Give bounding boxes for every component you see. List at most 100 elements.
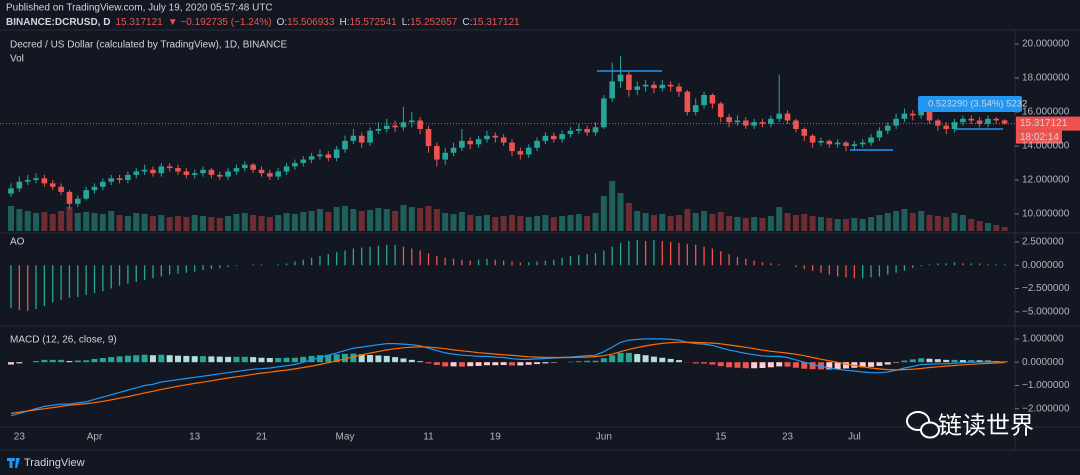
watermark: 链读世界	[906, 411, 1034, 439]
volume-bar	[208, 217, 215, 231]
x-tick-label: 11	[423, 432, 434, 443]
macd-histogram-bar	[676, 360, 682, 363]
candle-body	[333, 149, 340, 158]
candle-body	[175, 168, 181, 172]
macd-histogram-bar	[308, 355, 315, 363]
candle-body	[784, 113, 791, 121]
macd-histogram-bar	[542, 362, 549, 364]
candle-body	[834, 142, 841, 145]
volume-bar	[342, 206, 348, 231]
watermark-text: 链读世界	[938, 412, 1034, 439]
candle-body	[417, 120, 423, 129]
volume-bar	[701, 211, 708, 231]
volume-bar	[826, 218, 833, 231]
candle-body	[16, 181, 23, 189]
macd-histogram-bar	[233, 356, 240, 363]
volume-bar	[851, 218, 858, 231]
volume-bar	[458, 212, 465, 231]
macd-histogram-bar	[483, 362, 490, 366]
x-tick-label: 19	[490, 432, 502, 443]
macd-histogram-bar	[342, 353, 348, 363]
volume-bar	[216, 218, 223, 231]
candle-body	[41, 178, 48, 184]
candle-body	[793, 120, 799, 129]
footer: TradingView	[7, 457, 85, 469]
y-tick-label: −2.000000	[1022, 403, 1070, 414]
volume-bar	[283, 213, 290, 231]
macd-histogram-bar	[49, 359, 56, 363]
y-tick-label: 0.000000	[1022, 260, 1064, 271]
x-tick-label: 23	[782, 432, 794, 443]
macd-histogram-bar	[74, 360, 81, 363]
volume-bar	[392, 211, 399, 231]
macd-histogram-bar	[784, 362, 791, 367]
candle-body	[317, 154, 323, 157]
macd-histogram-bar	[58, 359, 65, 363]
volume-bar	[909, 213, 916, 231]
tradingview-logo	[7, 458, 20, 468]
volume-bar	[1001, 227, 1008, 231]
candle-body	[759, 122, 766, 124]
volume-bar	[600, 196, 607, 231]
volume-bar	[943, 217, 950, 231]
candle-body	[475, 139, 482, 145]
volume-bar	[367, 210, 374, 231]
candle-body	[108, 178, 114, 182]
macd-histogram-bar	[216, 356, 223, 363]
macd-histogram-bar	[792, 362, 799, 368]
candle-body	[709, 95, 716, 104]
volume-bar	[767, 216, 774, 231]
candle-body	[225, 171, 231, 177]
candle-body	[208, 169, 215, 175]
macd-histogram-bar	[149, 355, 156, 363]
macd-histogram-bar	[258, 357, 265, 363]
candle-body	[450, 147, 457, 153]
candle-body	[743, 120, 749, 126]
volume-bar	[250, 215, 257, 231]
volume-bar	[316, 209, 323, 231]
volume-bar	[776, 207, 783, 231]
candle-body	[133, 171, 140, 175]
volume-bar	[41, 212, 48, 231]
y-tick-label: 10.000000	[1022, 209, 1070, 220]
candle-body	[868, 137, 874, 143]
volume-bar	[792, 215, 799, 231]
volume-bar	[951, 213, 958, 231]
candle-body	[125, 174, 131, 180]
macd-histogram-bar	[934, 359, 941, 363]
y-tick-label: −2.500000	[1022, 283, 1070, 294]
volume-bar	[492, 217, 499, 231]
macd-histogram-bar	[667, 358, 674, 363]
macd-histogram-bar	[701, 362, 708, 364]
macd-histogram-bar	[492, 362, 499, 366]
candle-body	[559, 134, 565, 140]
macd-line	[10, 341, 1005, 414]
x-tick-label: 21	[256, 432, 268, 443]
last-price-label: 15.317121	[1020, 118, 1068, 129]
macd-histogram-bar	[33, 361, 40, 363]
candle-body	[183, 171, 190, 175]
volume-bar	[158, 215, 165, 231]
volume-bar	[49, 214, 56, 231]
candle-body	[550, 135, 557, 140]
volume-bar	[433, 209, 440, 231]
macd-histogram-bar	[509, 362, 515, 366]
macd-histogram-bar	[951, 359, 958, 363]
volume-bar	[976, 221, 983, 231]
candle-body	[601, 98, 607, 128]
x-tick-label: 23	[14, 432, 26, 443]
volume-bar	[308, 211, 315, 231]
volume-bar	[375, 208, 382, 231]
volume-bar	[625, 203, 632, 231]
published-line: Published on TradingView.com, July 19, 2…	[6, 3, 273, 14]
macd-histogram-bar	[191, 356, 198, 363]
candle-body	[943, 125, 949, 129]
macd-histogram-bar	[717, 362, 724, 367]
macd-histogram-bar	[876, 362, 883, 366]
volume-bar	[467, 215, 474, 231]
volume-bar	[149, 216, 156, 231]
candle-body	[492, 135, 499, 138]
volume-bar	[634, 211, 641, 231]
candle-body	[692, 105, 699, 112]
